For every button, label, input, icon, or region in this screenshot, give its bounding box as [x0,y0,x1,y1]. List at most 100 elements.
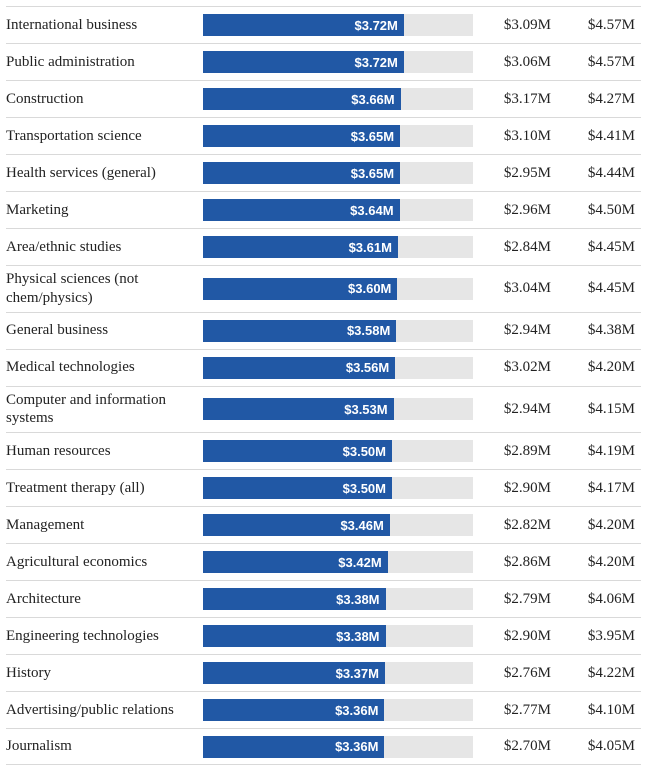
table-row: Medical technologies$3.56M$3.02M$4.20M [6,349,641,386]
bar-value-label: $3.65M [203,162,400,184]
value-col-3: $4.20M [557,359,641,376]
bar-value-label: $3.53M [203,398,394,420]
value-col-3: $4.17M [557,480,641,497]
row-label: Area/ethnic studies [6,238,203,257]
bar-cell: $3.36M [203,736,473,758]
bar-value-label: $3.36M [203,699,384,721]
bar-value-label: $3.65M [203,125,400,147]
row-label: Medical technologies [6,358,203,377]
value-col-3: $4.05M [557,738,641,755]
bar-cell: $3.42M [203,551,473,573]
bar-cell: $3.56M [203,357,473,379]
bar-cell: $3.64M [203,199,473,221]
bar-cell: $3.37M [203,662,473,684]
bar-cell: $3.53M [203,398,473,420]
table-row: Transportation science$3.65M$3.10M$4.41M [6,117,641,154]
row-label: Marketing [6,201,203,220]
value-col-2: $2.82M [473,517,557,534]
value-col-3: $4.50M [557,202,641,219]
bar-cell: $3.72M [203,14,473,36]
value-col-3: $4.57M [557,17,641,34]
table-row: Physical sciences (not chem/physics)$3.6… [6,265,641,312]
bar-value-label: $3.42M [203,551,388,573]
table-row: Journalism$3.36M$2.70M$4.05M [6,728,641,765]
row-label: History [6,664,203,683]
row-label: Architecture [6,590,203,609]
bar-value-label: $3.46M [203,514,390,536]
bar-value-label: $3.38M [203,588,386,610]
bar-value-label: $3.64M [203,199,400,221]
row-label: Treatment therapy (all) [6,479,203,498]
bar-cell: $3.65M [203,125,473,147]
value-col-3: $4.20M [557,517,641,534]
table-row: Computer and information systems$3.53M $2… [6,386,641,433]
table-row: Public administration$3.72M$3.06M$4.57M [6,43,641,80]
row-label: International business [6,16,203,35]
row-label: Advertising/public relations [6,701,203,720]
bar-value-label: $3.58M [203,320,396,342]
table-row: General business$3.58M $2.94M$4.38M [6,312,641,349]
value-col-3: $4.15M [557,401,641,418]
value-col-3: $4.06M [557,591,641,608]
table-row: Architecture$3.38M $2.79M$4.06M [6,580,641,617]
value-col-3: $4.22M [557,665,641,682]
table-row: Management$3.46M $2.82M$4.20M [6,506,641,543]
bar-cell: $3.50M [203,440,473,462]
value-col-2: $2.70M [473,738,557,755]
bar-value-label: $3.72M [203,51,404,73]
row-label: Engineering technologies [6,627,203,646]
value-col-2: $2.94M [473,401,557,418]
value-col-3: $4.44M [557,165,641,182]
value-col-3: $4.27M [557,91,641,108]
row-label: Health services (general) [6,164,203,183]
table-row: Area/ethnic studies$3.61M$2.84M$4.45M [6,228,641,265]
value-col-3: $4.45M [557,280,641,297]
table-row: Agricultural economics$3.42M$2.86M$4.20M [6,543,641,580]
bar-value-label: $3.50M [203,477,392,499]
value-col-3: $4.45M [557,239,641,256]
value-col-2: $2.77M [473,702,557,719]
bar-value-label: $3.50M [203,440,392,462]
value-col-3: $4.41M [557,128,641,145]
bar-cell: $3.38M [203,588,473,610]
row-label: Physical sciences (not chem/physics) [6,270,203,308]
bar-cell: $3.36M [203,699,473,721]
table-row: Human resources$3.50M$2.89M$4.19M [6,432,641,469]
bar-value-label: $3.36M [203,736,384,758]
bar-cell: $3.60M [203,278,473,300]
value-col-2: $2.79M [473,591,557,608]
row-label: Computer and information systems [6,391,203,429]
bar-value-label: $3.56M [203,357,395,379]
bar-cell: $3.66M [203,88,473,110]
table-row: Health services (general)$3.65M $2.95M$4.… [6,154,641,191]
value-col-2: $3.17M [473,91,557,108]
bar-cell: $3.38M [203,625,473,647]
table-row: International business$3.72M$3.09M$4.57M [6,6,641,43]
value-col-2: $2.89M [473,443,557,460]
value-col-3: $3.95M [557,628,641,645]
value-col-2: $3.04M [473,280,557,297]
table-row: Marketing$3.64M$2.96M$4.50M [6,191,641,228]
value-col-2: $2.84M [473,239,557,256]
row-label: Construction [6,90,203,109]
value-col-2: $3.09M [473,17,557,34]
table-row: Construction$3.66M $3.17M$4.27M [6,80,641,117]
value-col-2: $2.94M [473,322,557,339]
row-label: Management [6,516,203,535]
bar-value-label: $3.60M [203,278,397,300]
value-col-2: $2.86M [473,554,557,571]
value-col-2: $3.06M [473,54,557,71]
row-label: General business [6,321,203,340]
value-col-3: $4.57M [557,54,641,71]
bar-cell: $3.61M [203,236,473,258]
bar-value-label: $3.66M [203,88,401,110]
earnings-table: International business$3.72M$3.09M$4.57M… [6,6,641,765]
value-col-2: $2.90M [473,628,557,645]
value-col-3: $4.38M [557,322,641,339]
value-col-2: $2.90M [473,480,557,497]
value-col-2: $2.95M [473,165,557,182]
bar-cell: $3.46M [203,514,473,536]
value-col-2: $2.76M [473,665,557,682]
table-row: Treatment therapy (all)$3.50M $2.90M$4.17… [6,469,641,506]
value-col-2: $3.10M [473,128,557,145]
